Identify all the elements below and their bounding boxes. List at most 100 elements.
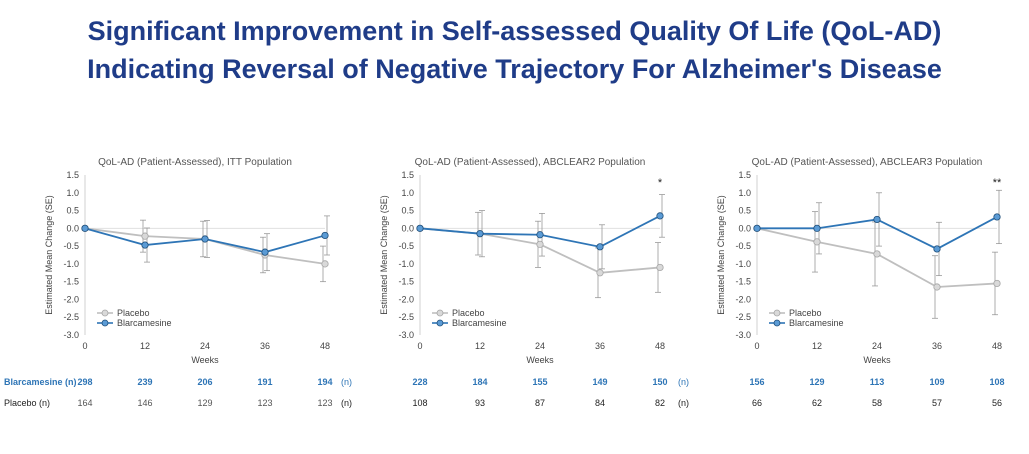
y-tick-label: 0.5 xyxy=(738,206,751,216)
significance-marker: ** xyxy=(993,177,1002,189)
blarcamesine-data-point xyxy=(596,243,604,251)
x-tick-label: 12 xyxy=(475,341,485,351)
placebo-data-point xyxy=(993,279,1001,288)
placebo-data-point xyxy=(536,240,544,248)
x-tick-label: 0 xyxy=(754,341,759,351)
y-tick-label: -1.5 xyxy=(735,277,751,287)
placebo-n-value: 66 xyxy=(751,398,762,408)
placebo-n-value: 62 xyxy=(811,398,822,408)
blarcamesine-n-value: 155 xyxy=(532,377,548,387)
x-tick-label: 0 xyxy=(82,341,87,351)
chart-title: QoL-AD (Patient-Assessed), ITT Populatio… xyxy=(98,157,292,168)
placebo-data-point xyxy=(321,260,329,268)
y-tick-label: -2.0 xyxy=(398,294,414,304)
x-tick-label: 24 xyxy=(872,341,882,351)
blarcamesine-data-point xyxy=(321,231,329,240)
y-tick-label: -1.5 xyxy=(398,277,414,287)
x-tick-label: 36 xyxy=(260,341,270,351)
x-tick-label: 36 xyxy=(595,341,605,351)
placebo-n-value: 58 xyxy=(871,398,882,408)
y-tick-label: -1.0 xyxy=(63,259,79,269)
placebo-data-point xyxy=(813,238,821,246)
y-tick-label: -2.5 xyxy=(735,312,751,322)
x-tick-label: 48 xyxy=(320,341,330,351)
blarcamesine-n-value: 184 xyxy=(472,377,488,387)
blarcamesine-data-point xyxy=(656,212,664,220)
y-tick-label: -3.0 xyxy=(63,330,79,340)
legend-label: Blarcamesine xyxy=(452,318,507,328)
chart-title: QoL-AD (Patient-Assessed), ABCLEAR2 Popu… xyxy=(415,157,646,168)
blarcamesine-data-point xyxy=(873,215,881,224)
blarcamesine-data-point xyxy=(416,224,424,232)
legend-label: Placebo xyxy=(117,308,150,318)
legend-swatch-marker xyxy=(436,309,444,317)
legend-swatch-marker xyxy=(773,319,781,327)
placebo-n-value: 164 xyxy=(77,398,93,408)
y-tick-label: -2.0 xyxy=(63,294,79,304)
blarcamesine-n-value: 113 xyxy=(869,377,885,387)
placebo-n-label: Placebo (n) xyxy=(4,398,51,408)
y-tick-label: -1.5 xyxy=(63,277,79,287)
x-tick-label: 24 xyxy=(535,341,545,351)
y-tick-label: -2.0 xyxy=(735,294,751,304)
y-tick-label: -3.0 xyxy=(398,330,414,340)
blarcamesine-data-point xyxy=(813,224,821,232)
y-tick-label: 1.0 xyxy=(401,188,414,198)
x-axis-label: Weeks xyxy=(191,355,219,365)
blarcamesine-n-value: 109 xyxy=(929,377,945,387)
y-tick-label: 1.5 xyxy=(66,170,79,180)
blarcamesine-n-value: 108 xyxy=(989,377,1005,387)
y-tick-label: -0.5 xyxy=(735,241,751,251)
x-axis-label: Weeks xyxy=(526,355,554,365)
legend-label: Placebo xyxy=(452,308,485,318)
legend-label: Placebo xyxy=(789,308,822,318)
legend-swatch-marker xyxy=(101,309,109,317)
blarcamesine-data-point xyxy=(261,248,269,256)
y-tick-label: 1.0 xyxy=(66,188,79,198)
blarcamesine-n-value: 156 xyxy=(749,377,765,387)
slide-title-line-1: Significant Improvement in Self-assessed… xyxy=(87,16,942,46)
placebo-n-value: 123 xyxy=(257,398,273,408)
blarcamesine-n-value: 228 xyxy=(412,377,428,387)
placebo-n-label: (n) xyxy=(341,398,352,408)
blarcamesine-n-value: 149 xyxy=(592,377,608,387)
x-tick-label: 0 xyxy=(417,341,422,351)
placebo-data-point xyxy=(656,263,664,272)
chart-itt-population: QoL-AD (Patient-Assessed), ITT Populatio… xyxy=(44,157,330,365)
blarcamesine-n-label: (n) xyxy=(341,377,352,387)
y-tick-label: -2.5 xyxy=(398,312,414,322)
significance-marker: * xyxy=(658,177,663,189)
y-tick-label: 0.0 xyxy=(738,223,751,233)
x-tick-label: 24 xyxy=(200,341,210,351)
placebo-n-value: 129 xyxy=(197,398,213,408)
blarcamesine-n-value: 129 xyxy=(809,377,825,387)
x-tick-label: 12 xyxy=(812,341,822,351)
placebo-data-point xyxy=(873,250,881,258)
y-tick-label: -0.5 xyxy=(398,241,414,251)
legend-label: Blarcamesine xyxy=(117,318,172,328)
blarcamesine-data-point xyxy=(81,224,89,232)
blarcamesine-data-point xyxy=(993,213,1001,221)
y-tick-label: 0.0 xyxy=(401,223,414,233)
y-tick-label: 0.0 xyxy=(66,223,79,233)
y-tick-label: 1.0 xyxy=(738,188,751,198)
x-axis-label: Weeks xyxy=(863,355,891,365)
blarcamesine-n-value: 191 xyxy=(257,377,273,387)
legend-swatch-marker xyxy=(436,319,444,327)
x-tick-label: 48 xyxy=(992,341,1002,351)
placebo-n-value: 57 xyxy=(931,398,942,408)
blarcamesine-data-point xyxy=(141,241,149,249)
blarcamesine-data-point xyxy=(476,230,484,238)
blarcamesine-data-point xyxy=(933,245,941,253)
y-axis-label: Estimated Mean Change (SE) xyxy=(379,195,389,315)
y-tick-label: 0.5 xyxy=(401,206,414,216)
placebo-n-value: 82 xyxy=(654,398,665,408)
blarcamesine-n-value: 239 xyxy=(137,377,153,387)
legend-label: Blarcamesine xyxy=(789,318,844,328)
placebo-data-point xyxy=(933,283,941,291)
placebo-n-value: 84 xyxy=(594,398,605,408)
placebo-data-point xyxy=(141,232,149,240)
blarcamesine-data-point xyxy=(201,235,209,243)
chart-abclear3-population: QoL-AD (Patient-Assessed), ABCLEAR3 Popu… xyxy=(716,157,1002,365)
y-tick-label: -0.5 xyxy=(63,241,79,251)
